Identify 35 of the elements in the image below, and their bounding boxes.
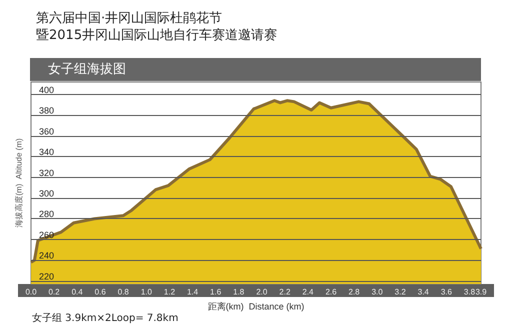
x-tick-label: 3.8 bbox=[464, 288, 476, 296]
x-tick-label: 0.6 bbox=[94, 288, 106, 296]
chart-title: 第六届中国·井冈山国际杜鹃花节暨2015井冈山国际山地自行车赛道邀请赛 bbox=[36, 10, 278, 44]
y-tick-label: 240 bbox=[39, 250, 54, 261]
y-tick-label: 220 bbox=[39, 271, 54, 282]
x-tick-label: 0.2 bbox=[48, 288, 60, 296]
x-tick-label: 2.0 bbox=[256, 288, 268, 296]
x-tick-label: 1.2 bbox=[164, 288, 176, 296]
x-axis-title: 距离(km) Distance (km) bbox=[208, 302, 304, 312]
x-tick-label: 1.0 bbox=[140, 288, 152, 296]
x-tick-label: 3.0 bbox=[372, 288, 384, 296]
x-tick-label: 3.4 bbox=[418, 288, 430, 296]
text: 女子组 3.9km×2Loop= 7.8km bbox=[32, 312, 178, 325]
x-tick-label: 3.2 bbox=[394, 288, 406, 296]
y-tick-label: 300 bbox=[39, 188, 54, 199]
x-tick-label: 3.9 bbox=[475, 288, 488, 296]
x-tick-label: 1.6 bbox=[210, 288, 222, 296]
chart-subtitle: 女子组海拔图 bbox=[30, 58, 481, 81]
x-tick-label: 1.8 bbox=[233, 288, 245, 296]
y-tick-label: 280 bbox=[39, 209, 54, 220]
x-tick-label: 0.8 bbox=[118, 288, 130, 296]
y-tick-label: 360 bbox=[39, 126, 54, 136]
x-tick-label: 1.4 bbox=[186, 288, 199, 296]
x-tick-label: 2.6 bbox=[325, 288, 338, 296]
y-tick-label: 380 bbox=[39, 106, 54, 116]
x-tick-label: 2.2 bbox=[279, 288, 291, 296]
y-tick-label: 340 bbox=[39, 147, 54, 158]
x-tick-label: 2.8 bbox=[348, 288, 360, 296]
y-tick-label: 400 bbox=[39, 84, 54, 95]
y-axis-title: 海拔高度(m) Altitude (m) bbox=[14, 138, 24, 228]
x-tick-label: 0.4 bbox=[72, 288, 84, 296]
x-tick-label: 3.6 bbox=[440, 288, 452, 296]
x-tick-label: 0.0 bbox=[25, 288, 38, 296]
x-tick-label: 2.4 bbox=[302, 288, 314, 296]
y-tick-label: 320 bbox=[39, 168, 54, 178]
